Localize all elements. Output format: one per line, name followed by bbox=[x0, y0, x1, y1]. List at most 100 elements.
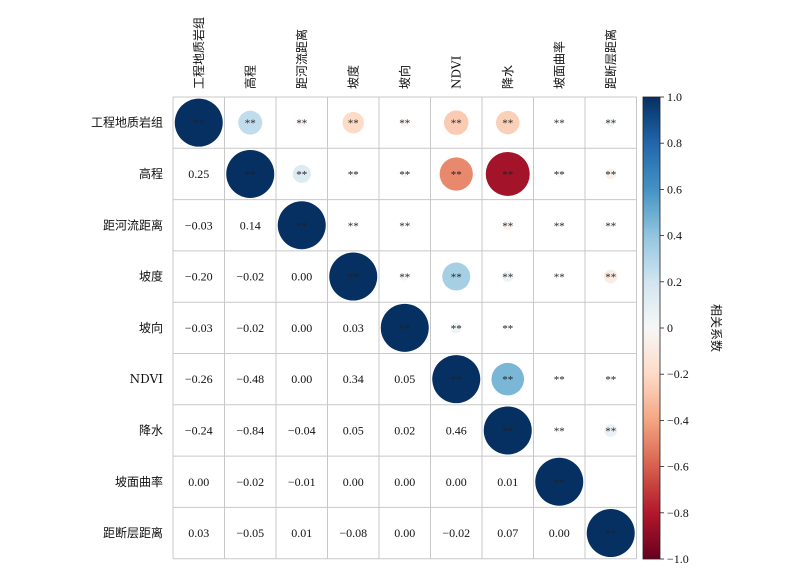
colorbar-tick-label: −0.2 bbox=[667, 367, 689, 381]
significance-label: ** bbox=[451, 169, 462, 181]
significance-label: ** bbox=[605, 220, 616, 232]
significance-label: ** bbox=[451, 272, 462, 284]
colorbar-tick-label: −0.6 bbox=[667, 460, 689, 474]
corr-circle bbox=[483, 406, 532, 455]
significance-label: ** bbox=[451, 323, 462, 335]
corr-value-label: −0.24 bbox=[185, 423, 213, 437]
significance-label: ** bbox=[554, 425, 565, 437]
significance-label: ** bbox=[296, 169, 307, 181]
corr-value-label: −0.48 bbox=[236, 372, 264, 386]
colorbar-label: 相关系数 bbox=[709, 304, 724, 352]
significance-label: ** bbox=[245, 118, 256, 130]
corr-circle bbox=[174, 98, 223, 147]
significance-label: ** bbox=[296, 118, 307, 130]
significance-label: ** bbox=[451, 374, 462, 386]
corr-circle bbox=[502, 220, 513, 231]
corr-circle bbox=[556, 428, 562, 433]
column-label: 坡向 bbox=[397, 65, 412, 89]
corr-value-label: 0.25 bbox=[188, 167, 209, 181]
row-label: 坡度 bbox=[139, 269, 163, 284]
corr-circle bbox=[238, 110, 263, 135]
row-label: 降水 bbox=[139, 423, 163, 437]
colorbar-tick-label: 0.6 bbox=[667, 182, 682, 196]
column-label: 坡度 bbox=[345, 65, 360, 89]
corr-circle bbox=[608, 222, 614, 228]
column-label: 高程 bbox=[242, 65, 257, 89]
corr-value-label: −0.01 bbox=[288, 475, 316, 489]
column-label: 距断层距离 bbox=[603, 29, 618, 89]
corr-circle bbox=[226, 149, 275, 198]
corr-value-label: 0.00 bbox=[394, 526, 415, 540]
circles bbox=[174, 98, 635, 558]
colorbar-tick-label: −1.0 bbox=[667, 552, 689, 566]
significance-label: ** bbox=[348, 272, 359, 284]
significance-label: ** bbox=[399, 323, 410, 335]
cell-labels: ** ** ** ** ** ** ** ** ** 0.25 ** ** ** ** ** ** ** ** −0… bbox=[185, 118, 616, 540]
significance-label: ** bbox=[296, 220, 307, 232]
corr-circle bbox=[292, 164, 311, 183]
row-label: 距河流距离 bbox=[103, 217, 163, 232]
row-label: 坡面曲率 bbox=[115, 474, 163, 489]
corr-circle bbox=[297, 118, 306, 127]
corr-value-label: −0.26 bbox=[185, 372, 213, 386]
corr-value-label: −0.08 bbox=[339, 526, 367, 540]
colorbar-tick-label: 0 bbox=[667, 321, 673, 335]
significance-label: ** bbox=[502, 220, 513, 232]
grid bbox=[172, 96, 637, 560]
corr-value-label: 0.00 bbox=[291, 372, 312, 386]
corr-circle bbox=[606, 118, 615, 127]
corr-value-label: 0.14 bbox=[240, 218, 261, 232]
corr-circle bbox=[504, 324, 512, 332]
corr-value-label: 0.01 bbox=[291, 526, 312, 540]
significance-label: ** bbox=[348, 118, 359, 130]
significance-label: ** bbox=[554, 169, 565, 181]
significance-label: ** bbox=[502, 374, 513, 386]
column-label: 距河流距离 bbox=[294, 29, 309, 89]
column-label: NDVI bbox=[449, 55, 463, 89]
corr-value-label: 0.02 bbox=[394, 423, 415, 437]
corr-circle bbox=[444, 110, 469, 135]
corr-circle bbox=[586, 509, 635, 558]
corr-circle bbox=[329, 252, 378, 301]
colorbar-tick-label: −0.8 bbox=[667, 506, 689, 520]
colorbar: 1.0 0.8 0.6 0.4 0.2 0 −0.2 −0.4 −0.6 −0.8 −1.0 相关系数 bbox=[642, 90, 724, 566]
colorbar-tick-label: 1.0 bbox=[667, 90, 682, 104]
corr-circle bbox=[555, 170, 563, 178]
corr-value-label: −0.02 bbox=[442, 526, 470, 540]
significance-label: ** bbox=[348, 220, 359, 232]
colorbar-gradient bbox=[642, 96, 661, 560]
significance-label: ** bbox=[399, 272, 410, 284]
corr-value-label: 0.01 bbox=[497, 475, 518, 489]
corr-value-label: −0.03 bbox=[185, 218, 213, 232]
significance-label: ** bbox=[193, 118, 204, 130]
corr-value-label: 0.34 bbox=[343, 372, 364, 386]
significance-label: ** bbox=[245, 169, 256, 181]
significance-label: ** bbox=[605, 272, 616, 284]
corr-circle bbox=[349, 170, 357, 178]
corr-value-label: −0.03 bbox=[185, 321, 213, 335]
corr-circle bbox=[342, 111, 364, 134]
corr-circle bbox=[432, 355, 481, 404]
column-label: 降水 bbox=[501, 65, 515, 89]
corr-value-label: 0.05 bbox=[343, 423, 364, 437]
significance-label: ** bbox=[502, 118, 513, 130]
column-label: 坡面曲率 bbox=[551, 41, 566, 89]
corr-value-label: 0.00 bbox=[188, 475, 209, 489]
corr-value-label: 0.05 bbox=[394, 372, 415, 386]
significance-label: ** bbox=[554, 477, 565, 489]
corr-value-label: 0.00 bbox=[394, 475, 415, 489]
corr-value-label: −0.02 bbox=[236, 321, 264, 335]
colorbar-tick-label: 0.4 bbox=[667, 229, 682, 243]
corr-value-label: −0.05 bbox=[236, 526, 264, 540]
corr-value-label: 0.00 bbox=[446, 475, 467, 489]
corr-value-label: −0.84 bbox=[236, 423, 264, 437]
corr-circle bbox=[439, 157, 473, 191]
corr-circle bbox=[450, 322, 462, 334]
row-label: NDVI bbox=[130, 372, 164, 386]
significance-label: ** bbox=[451, 118, 462, 130]
corr-circle bbox=[556, 222, 562, 228]
significance-label: ** bbox=[554, 374, 565, 386]
corr-value-label: −0.02 bbox=[236, 270, 264, 284]
corr-value-label: −0.02 bbox=[236, 475, 264, 489]
